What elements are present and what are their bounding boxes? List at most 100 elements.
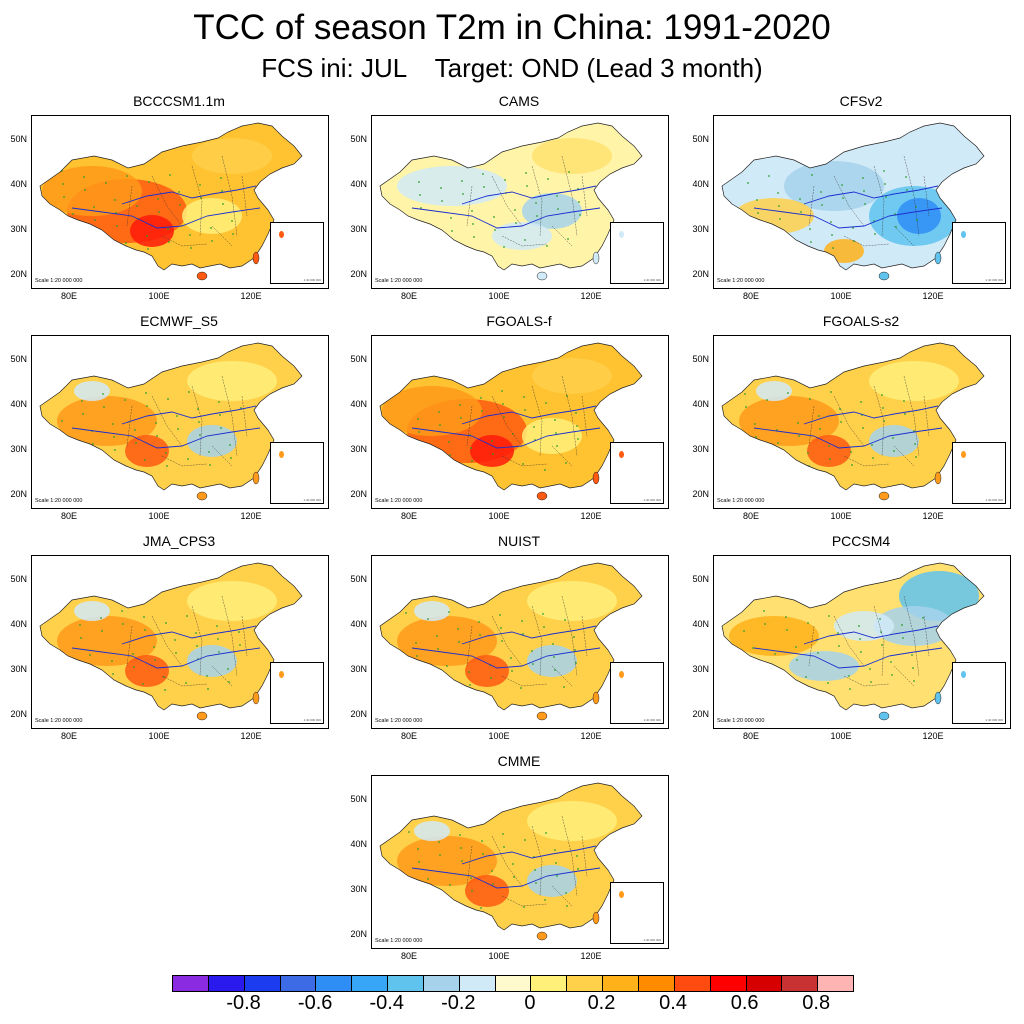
significance-dot [104, 249, 106, 251]
significance-dot [811, 174, 813, 176]
inset-scale-note: 1:40 000 000 [643, 278, 661, 282]
significance-dot [417, 418, 419, 420]
significance-dot [409, 244, 411, 246]
lon-tick-label: 120E [922, 291, 944, 301]
colorbar-box [495, 976, 532, 991]
lat-tick-label: 40N [350, 619, 367, 629]
anomaly-region [57, 396, 157, 446]
anomaly-region [874, 606, 954, 646]
panel-title: BCCCSM1.1m [133, 93, 225, 109]
significance-dot [743, 630, 745, 632]
significance-dot [147, 248, 149, 250]
hainan-island [878, 491, 890, 501]
significance-dot [142, 683, 144, 685]
significance-dot [764, 623, 766, 625]
significance-dot [575, 412, 577, 414]
panel-title: FGOALS-f [486, 313, 552, 329]
panel-title: ECMWF_S5 [140, 313, 218, 329]
river [461, 405, 597, 425]
significance-dot [545, 402, 547, 404]
colorbar-label: -0.4 [369, 992, 404, 1014]
significance-dot [79, 624, 81, 626]
lat-tick-label: 50N [10, 574, 27, 584]
anomaly-region [532, 138, 612, 174]
significance-dot [905, 176, 907, 178]
significance-dot [777, 442, 779, 444]
significance-dot [501, 640, 503, 642]
significance-dot [862, 177, 864, 179]
significance-dot [126, 175, 128, 177]
significance-dot [461, 860, 463, 862]
significance-dot [418, 181, 420, 183]
significance-dot [121, 610, 123, 612]
lat-tick-label: 50N [350, 574, 367, 584]
scale-note: Scale 1:20 000 000 [717, 718, 765, 724]
significance-dot [415, 642, 417, 644]
colorbar-label: 0.8 [802, 992, 831, 1014]
significance-dot [810, 241, 812, 243]
significance-dot [832, 247, 834, 249]
significance-dot [207, 688, 209, 690]
significance-dot [555, 432, 557, 434]
lat-tick-label: 50N [10, 134, 27, 144]
lat-tick-label: 20N [692, 269, 709, 279]
significance-dot [799, 198, 801, 200]
river [753, 207, 943, 229]
anomaly-region [187, 361, 277, 401]
anomaly-region [824, 239, 864, 263]
lon-tick-label: 100E [148, 511, 170, 521]
significance-dot [458, 641, 460, 643]
significance-dot [524, 239, 526, 241]
significance-dot [469, 684, 471, 686]
hainan-island [196, 711, 208, 721]
significance-dot [471, 890, 473, 892]
panel-title: JMA_CPS3 [142, 533, 216, 549]
significance-dot [61, 420, 63, 422]
significance-dot [419, 194, 421, 196]
significance-dot [768, 175, 770, 177]
figure-subtitle: FCS ini: JUL Target: OND (Lead 3 month) [261, 53, 763, 83]
significance-dot [916, 219, 918, 221]
river [753, 427, 943, 449]
anomaly-region [527, 581, 617, 621]
significance-dot [219, 414, 221, 416]
significance-dot [164, 689, 166, 691]
south-china-sea-inset: 1:40 000 000 [610, 222, 664, 284]
significance-dot [68, 661, 70, 663]
anomaly-region [527, 801, 617, 841]
significance-dot [480, 397, 482, 399]
lat-tick-label: 20N [350, 929, 367, 939]
significance-dot [536, 215, 538, 217]
significance-dot [195, 632, 197, 634]
significance-dot [789, 248, 791, 250]
significance-dot [216, 625, 218, 627]
anomaly-region [397, 836, 497, 886]
significance-dot [481, 840, 483, 842]
significance-dot [72, 213, 74, 215]
significance-dot [420, 207, 422, 209]
lat-tick-label: 50N [692, 134, 709, 144]
china-map [721, 342, 985, 501]
significance-dot [906, 189, 908, 191]
significance-dot [83, 176, 85, 178]
significance-dot [210, 227, 212, 229]
significance-dot [116, 225, 118, 227]
inset-scale-note: 1:40 000 000 [985, 498, 1003, 502]
inset-island [619, 231, 624, 238]
significance-dot [428, 461, 430, 463]
anomaly-region [897, 198, 941, 234]
lat-tick-label: 30N [350, 444, 367, 454]
lon-tick-label: 120E [922, 511, 944, 521]
significance-dot [577, 868, 579, 870]
significance-dot [817, 652, 819, 654]
significance-dot [524, 409, 526, 411]
south-china-sea-inset: 1:40 000 000 [610, 882, 664, 944]
scale-note: Scale 1:20 000 000 [375, 718, 423, 724]
anomaly-region [125, 655, 169, 687]
colorbar-box [352, 976, 389, 991]
significance-dot [778, 205, 780, 207]
significance-dot [73, 226, 75, 228]
lon-tick-label: 100E [148, 731, 170, 741]
lon-tick-label: 120E [580, 511, 602, 521]
significance-dot [859, 638, 861, 640]
